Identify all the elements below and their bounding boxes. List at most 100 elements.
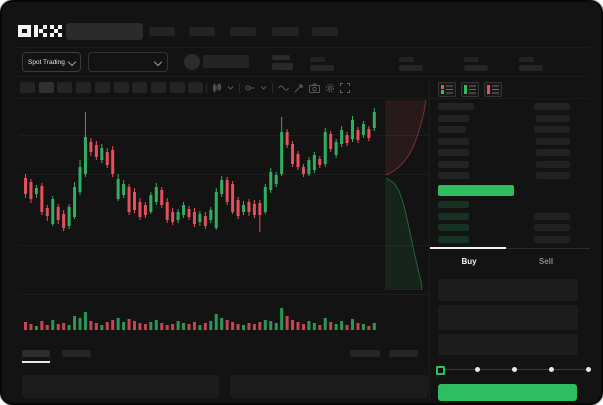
interval-button[interactable] (113, 82, 129, 93)
slider-stop[interactable] (511, 367, 517, 372)
active-tab-underline (430, 247, 506, 249)
bottom-link-placeholder[interactable] (350, 350, 380, 357)
bid-row[interactable] (430, 224, 590, 232)
nav-item-placeholder[interactable] (149, 27, 175, 36)
bid-amount-placeholder (534, 212, 570, 220)
nav-item-placeholder[interactable] (230, 27, 256, 36)
bottom-panel-placeholder (230, 375, 428, 398)
bid-price-placeholder (438, 212, 469, 220)
bid-row[interactable] (430, 201, 590, 209)
interval-button[interactable] (169, 82, 185, 93)
coin-icon (184, 54, 200, 70)
nav-item-placeholder[interactable] (272, 27, 299, 36)
interval-button[interactable] (76, 82, 92, 93)
stat-label-placeholder (310, 57, 325, 62)
chevron-down-icon (153, 57, 163, 67)
okx-logo[interactable] (18, 23, 64, 44)
chevron-down-icon (67, 57, 77, 67)
draw-icon[interactable] (294, 83, 304, 93)
market-type-selector[interactable]: Spot Trading (22, 52, 81, 72)
stat-value-placeholder (399, 65, 423, 71)
nav-item-placeholder[interactable] (189, 27, 215, 36)
chevron-down-icon[interactable] (260, 84, 267, 91)
pair-name-placeholder (203, 55, 249, 68)
bottom-tab[interactable] (62, 350, 91, 357)
tab-sell[interactable]: Sell (538, 257, 554, 266)
interval-button[interactable] (132, 82, 148, 93)
buy-button[interactable] (438, 384, 577, 401)
ask-row[interactable] (430, 172, 590, 180)
bid-row[interactable] (430, 212, 590, 221)
interval-button[interactable] (20, 82, 35, 93)
bottom-tab[interactable] (22, 350, 50, 357)
ask-price-placeholder (438, 137, 469, 145)
bid-amount-placeholder (534, 224, 570, 231)
stat-label-placeholder (519, 57, 534, 62)
interval-button[interactable] (188, 82, 204, 93)
last-price-bar (438, 185, 514, 196)
bottom-tab-underline (22, 361, 50, 363)
order-total-field[interactable] (438, 334, 578, 355)
interval-button[interactable] (57, 82, 73, 93)
panel-divider (429, 80, 430, 400)
orderbook-combined-view-icon[interactable] (438, 82, 456, 97)
ask-amount-placeholder (536, 172, 570, 179)
market-type-label: Spot Trading (28, 58, 65, 66)
ask-price-placeholder (438, 126, 466, 133)
stat-label-placeholder (464, 57, 479, 62)
ask-row[interactable] (430, 114, 590, 123)
orderbook-header-price (438, 103, 474, 110)
orderbook-header-amount (534, 103, 570, 110)
bid-price-placeholder (438, 224, 469, 231)
interval-button[interactable] (94, 82, 110, 93)
price-change-placeholder (272, 63, 293, 70)
line-style-icon[interactable] (278, 83, 289, 92)
slider-stop[interactable] (474, 367, 480, 372)
ask-row[interactable] (430, 160, 590, 169)
camera-icon[interactable] (309, 83, 320, 93)
divider (14, 98, 589, 99)
fullscreen-icon[interactable] (340, 82, 350, 93)
amount-slider[interactable] (436, 364, 591, 376)
bid-price-placeholder (438, 235, 469, 243)
search-input[interactable] (66, 23, 143, 40)
stat-value-placeholder (310, 65, 334, 71)
orderbook-asks-view-icon[interactable] (484, 82, 502, 97)
stat-value-placeholder (464, 65, 488, 71)
ask-row[interactable] (430, 149, 590, 157)
tabs-divider (430, 248, 590, 249)
slider-stop[interactable] (585, 367, 591, 372)
ask-amount-placeholder (536, 149, 570, 156)
ask-price-placeholder (438, 114, 469, 122)
ask-amount-placeholder (536, 137, 570, 145)
ask-price-placeholder (438, 160, 469, 168)
stat-label-placeholder (399, 57, 414, 62)
ask-amount-placeholder (536, 114, 570, 122)
price-placeholder (272, 55, 290, 60)
ask-row[interactable] (430, 126, 590, 134)
settings-icon[interactable] (325, 83, 335, 93)
nav-item-placeholder[interactable] (312, 27, 338, 36)
ask-price-placeholder (438, 149, 469, 156)
ask-row[interactable] (430, 137, 590, 146)
chevron-down-icon[interactable] (227, 84, 234, 91)
candles-icon[interactable] (212, 83, 222, 93)
interval-button[interactable] (38, 82, 54, 93)
indicator-icon[interactable] (245, 83, 255, 93)
pair-selector[interactable] (88, 52, 168, 72)
interval-button[interactable] (150, 82, 166, 93)
bottom-link-placeholder[interactable] (389, 350, 418, 357)
slider-stop[interactable] (548, 367, 554, 372)
tab-buy[interactable]: Buy (461, 257, 477, 266)
orderbook-bids-view-icon[interactable] (461, 82, 479, 97)
bottom-panel-placeholder (22, 375, 219, 398)
order-amount-field[interactable] (438, 305, 578, 330)
chart-toolbar-icons (206, 81, 350, 94)
bid-row[interactable] (430, 235, 590, 244)
order-price-field[interactable] (438, 279, 578, 301)
ask-amount-placeholder (536, 160, 570, 168)
slider-handle[interactable] (436, 365, 445, 375)
ask-price-placeholder (438, 172, 469, 179)
